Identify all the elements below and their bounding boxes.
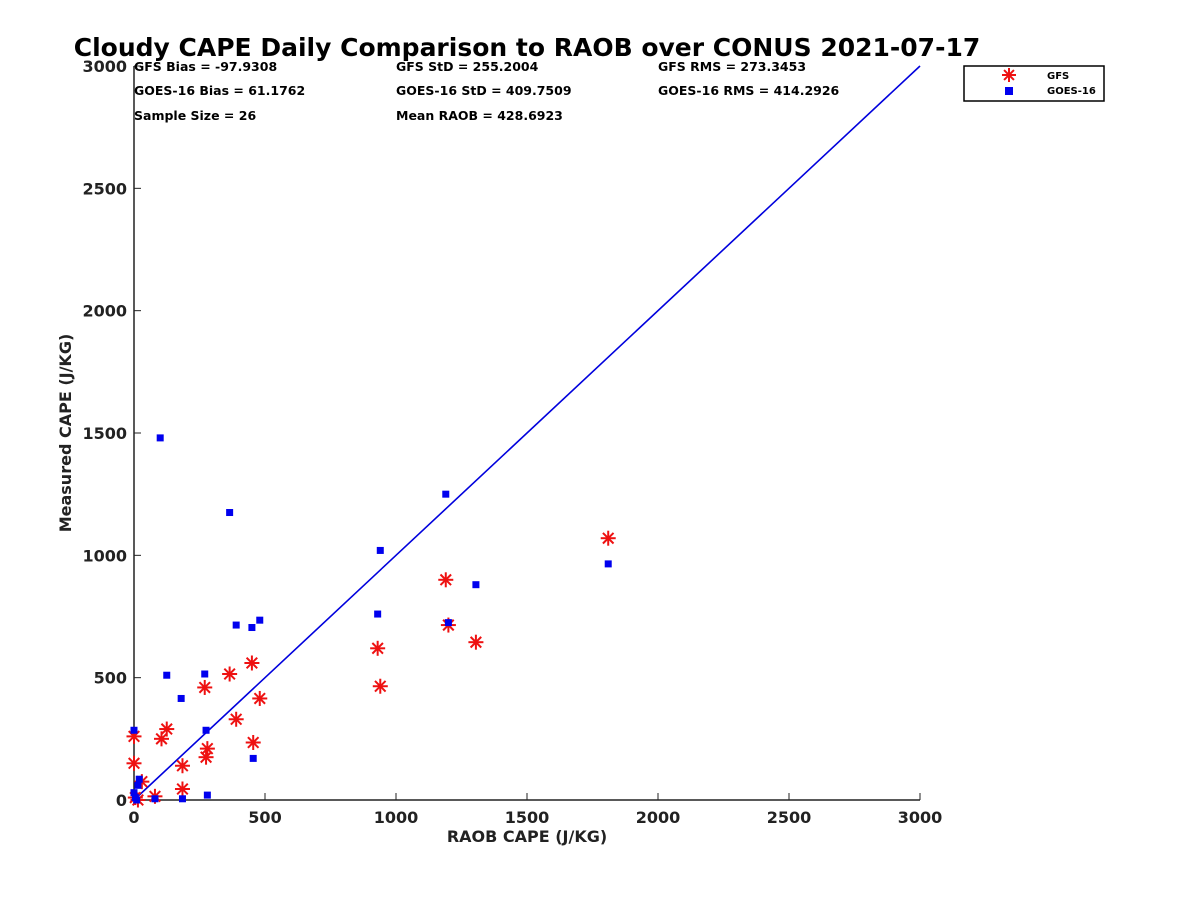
y-tick-label: 2000 — [82, 302, 127, 321]
goes16-point — [374, 610, 382, 618]
x-tick-label: 2000 — [636, 808, 681, 827]
gfs-point — [244, 655, 260, 671]
legend-box — [963, 65, 1105, 102]
gfs-point — [197, 679, 213, 695]
goes16-point — [442, 490, 450, 498]
stat-goes16-std: GOES-16 StD = 409.7509 — [396, 83, 572, 98]
x-tick-label: 500 — [248, 808, 281, 827]
gfs-point — [174, 758, 190, 774]
stat-gfs-bias: GFS Bias = -97.9308 — [134, 59, 277, 74]
x-tick-label: 2500 — [767, 808, 812, 827]
goes16-point — [134, 781, 142, 789]
legend-gfs-asterisk — [1002, 68, 1016, 82]
goes16-point — [130, 789, 138, 797]
stat-goes16-rms: GOES-16 RMS = 414.2926 — [658, 83, 840, 98]
goes16-point — [226, 509, 234, 517]
gfs-point — [600, 530, 616, 546]
goes16-point — [376, 546, 384, 554]
goes16-point — [130, 726, 138, 734]
goes16-point — [135, 775, 143, 783]
legend-gfs-label: GFS — [1047, 71, 1069, 82]
y-tick-label: 3000 — [82, 57, 127, 76]
x-tick-label: 1500 — [505, 808, 550, 827]
goes16-point — [232, 621, 240, 629]
legend: GFS GOES-16 — [963, 65, 1105, 102]
statistics-box: GFS Bias = -97.9308 GFS StD = 255.2004 G… — [134, 59, 840, 123]
series-gfs — [126, 530, 616, 808]
goes16-point — [248, 624, 256, 632]
y-tick-label: 0 — [116, 791, 127, 810]
x-axis-label: RAOB CAPE (J/KG) — [447, 827, 607, 846]
y-tick-label: 1500 — [82, 424, 127, 443]
x-tick-label: 0 — [128, 808, 139, 827]
data-points — [126, 434, 616, 808]
gfs-point — [245, 735, 261, 751]
stat-goes16-bias: GOES-16 Bias = 61.1762 — [134, 83, 305, 98]
stat-mean-raob: Mean RAOB = 428.6923 — [396, 108, 563, 123]
reference-line-group — [133, 65, 921, 801]
goes16-point — [201, 670, 209, 678]
legend-gfs-marker — [1002, 68, 1016, 82]
goes16-point — [202, 726, 210, 734]
gfs-point — [468, 634, 484, 650]
gfs-point — [199, 741, 215, 757]
goes16-point — [203, 791, 211, 799]
y-tick-label: 1000 — [82, 546, 127, 565]
goes16-point — [177, 694, 185, 702]
goes16-point — [604, 560, 612, 568]
one-to-one-line — [133, 65, 921, 801]
goes16-point — [444, 619, 452, 627]
goes16-point — [163, 671, 171, 679]
goes16-point — [133, 796, 141, 804]
legend-goes16-label: GOES-16 — [1047, 86, 1096, 97]
gfs-point — [252, 690, 268, 706]
gfs-point — [228, 711, 244, 727]
legend-goes16-marker — [1005, 87, 1013, 95]
goes16-point — [151, 795, 159, 803]
goes16-point — [249, 754, 257, 762]
goes16-point — [472, 581, 480, 589]
axes: 0 500 1000 1500 2000 2500 3000 0 500 1000 1500 2000… — [82, 57, 942, 827]
y-axis-label: Measured CAPE (J/KG) — [56, 334, 75, 533]
x-tick-label: 1000 — [374, 808, 419, 827]
gfs-point — [159, 721, 175, 737]
gfs-point — [372, 678, 388, 694]
gfs-point — [126, 755, 142, 771]
y-tick-label: 500 — [94, 669, 127, 688]
goes16-point — [178, 795, 186, 803]
gfs-point — [438, 572, 454, 588]
stat-gfs-std: GFS StD = 255.2004 — [396, 59, 539, 74]
goes16-point — [156, 434, 164, 442]
goes16-point — [256, 616, 264, 624]
stat-sample-size: Sample Size = 26 — [134, 108, 256, 123]
gfs-point — [222, 666, 238, 682]
y-tick-label: 2500 — [82, 179, 127, 198]
gfs-point — [370, 640, 386, 656]
series-goes-16 — [130, 434, 612, 804]
chart-title: Cloudy CAPE Daily Comparison to RAOB ove… — [74, 33, 980, 62]
stat-gfs-rms: GFS RMS = 273.3453 — [658, 59, 806, 74]
gfs-point — [174, 781, 190, 797]
x-tick-label: 3000 — [898, 808, 943, 827]
